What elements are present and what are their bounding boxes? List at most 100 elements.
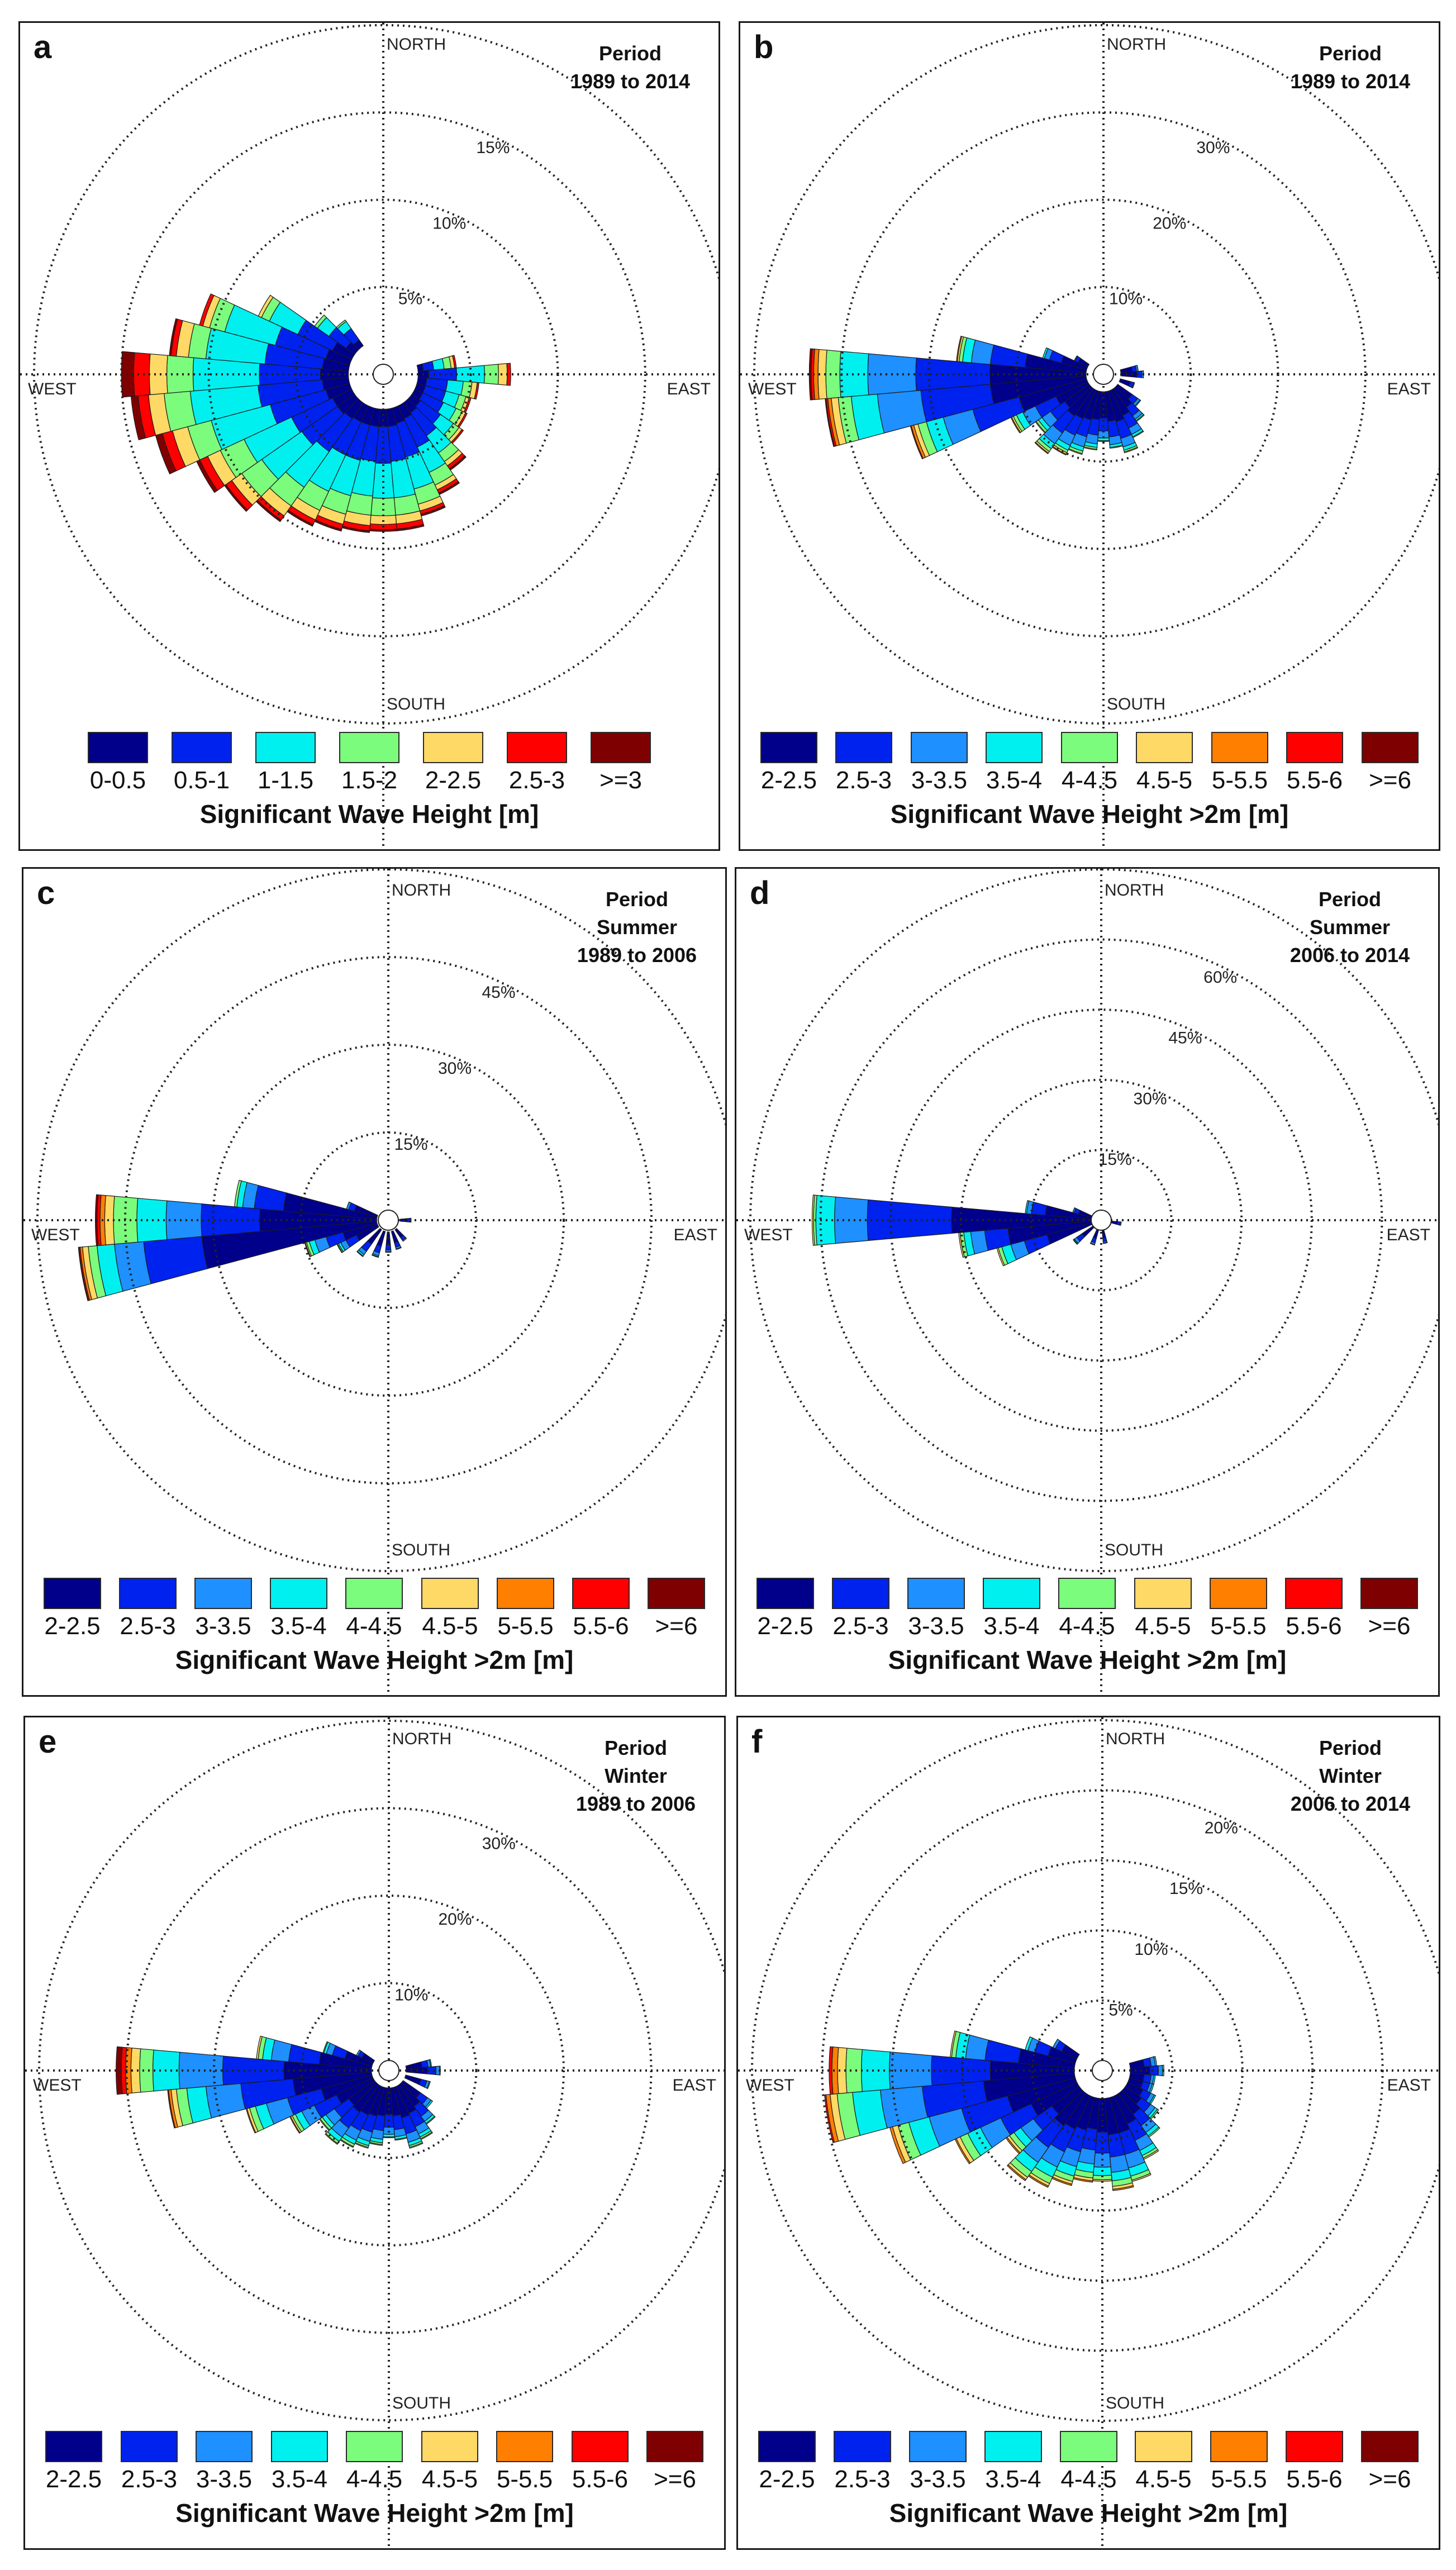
direction-label-north: NORTH	[392, 1730, 451, 1748]
ring-label: 5%	[398, 290, 422, 308]
panel-letter: f	[751, 1724, 763, 1760]
panel-letter: c	[37, 875, 55, 911]
ring-label: 30%	[438, 1059, 472, 1078]
sector-segment	[506, 363, 511, 386]
legend: 2-2.5 2.5-3 3-3.5 3.5-4 4-4.5 4.5-5 5-5.5 5.5-6…	[23, 1578, 725, 1689]
sector-segment	[165, 1200, 202, 1240]
sector-segment	[256, 2035, 263, 2060]
legend-label: 2-2.5	[45, 2466, 102, 2493]
period-line: Summer	[1309, 916, 1391, 939]
windrose-plot: 15% 30% 45% NORTH SOUTH EAST WEST	[23, 869, 725, 1695]
legend: 2-2.5 2.5-3 3-3.5 3.5-4 4-4.5 4.5-5 5-5.5 5.5-6…	[740, 732, 1439, 844]
sector-segment	[1042, 347, 1049, 359]
legend-label: 4.5-5	[421, 2466, 478, 2493]
sector-segment	[288, 2044, 322, 2065]
center-hole	[1091, 1210, 1112, 1231]
legend-label: 2.5-3	[120, 1612, 176, 1640]
direction-label-west: WEST	[746, 2076, 794, 2095]
legend-swatch	[760, 732, 817, 763]
legend-swatch	[172, 732, 232, 763]
sector-segment	[1073, 355, 1078, 361]
panel-b: 10% 20% 30% NORTH SOUTH EAST WEST b Period 1989 t…	[739, 21, 1440, 851]
period-label: Period 1989 to 2014	[552, 40, 708, 96]
sector-segment	[1097, 440, 1110, 442]
legend-swatch	[907, 1578, 965, 1609]
direction-label-north: NORTH	[1107, 35, 1166, 54]
ring-label: 15%	[1169, 1879, 1203, 1898]
legend-swatch	[911, 732, 968, 763]
windrose-plot: 10% 20% 30% NORTH SOUTH EAST WEST	[25, 1717, 724, 2548]
sector-segment	[166, 355, 194, 394]
sector-segment	[956, 335, 963, 362]
windrose-sectors	[116, 2035, 441, 2149]
sector-segment	[254, 1184, 287, 1212]
sector-segment	[383, 2126, 395, 2135]
direction-label-north: NORTH	[1106, 1730, 1165, 1748]
ring-line	[294, 285, 472, 463]
ring-line	[821, 1789, 1384, 2352]
legend-label: 2.5-3	[834, 2466, 891, 2493]
center-hole	[373, 364, 394, 385]
direction-label-south: SOUTH	[1106, 2394, 1164, 2412]
ring-label: 15%	[394, 1135, 427, 1154]
legend-label: 3-3.5	[911, 767, 968, 794]
ring-label: 10%	[1109, 290, 1143, 308]
sector-segment	[199, 293, 215, 327]
period-line: Period	[1319, 42, 1382, 65]
legend: 2-2.5 2.5-3 3-3.5 3.5-4 4-4.5 4.5-5 5-5.5 5.5-6…	[25, 2431, 724, 2543]
legend-label: >=6	[654, 2466, 696, 2493]
legend-swatch	[834, 2431, 891, 2462]
ring-line	[1015, 285, 1192, 463]
period-line: 1989 to 2014	[570, 70, 691, 93]
panel-e: 10% 20% 30% NORTH SOUTH EAST WEST e Period Winter…	[23, 1716, 726, 2550]
center-hole	[1093, 364, 1114, 385]
legend-label: 4-4.5	[1060, 2466, 1117, 2493]
ring-label: 60%	[1203, 968, 1237, 987]
legend-title: Significant Wave Height >2m [m]	[888, 1645, 1287, 1674]
direction-label-south: SOUTH	[1105, 1541, 1163, 1559]
ring-line	[124, 956, 653, 1484]
sector-segment	[394, 2136, 408, 2141]
ring-label: 20%	[1153, 214, 1186, 232]
direction-label-west: WEST	[744, 1226, 793, 1244]
legend-swatch	[758, 2431, 816, 2462]
legend-swatch	[346, 2431, 403, 2462]
period-label: Period Summer 1989 to 2006	[559, 886, 715, 969]
legend-label: >=6	[1368, 2466, 1411, 2493]
legend-title: Significant Wave Height >2m [m]	[889, 2498, 1288, 2528]
period-line: Summer	[596, 916, 678, 939]
legend-swatch	[835, 732, 892, 763]
direction-label-east: EAST	[1387, 1226, 1430, 1244]
direction-label-north: NORTH	[392, 881, 451, 900]
panel-d: 15% 30% 45% 60% NORTH SOUTH EAST WEST d Period Sum…	[735, 867, 1440, 1697]
legend-swatch	[1285, 1578, 1343, 1609]
sector-segment	[831, 2047, 839, 2095]
sector-segment	[950, 2030, 957, 2058]
legend-label: 4-4.5	[346, 2466, 403, 2493]
legend-swatch	[507, 732, 567, 763]
direction-label-west: WEST	[33, 2076, 82, 2095]
sector-segment	[78, 1246, 89, 1301]
ring-label: 20%	[1205, 1819, 1238, 1838]
legend-swatch	[983, 1578, 1040, 1609]
sector-segment	[989, 344, 1028, 368]
legend-label: 5.5-6	[1286, 767, 1343, 794]
center-hole	[1092, 2060, 1113, 2081]
direction-label-east: EAST	[667, 380, 711, 398]
legend-swatch	[45, 2431, 102, 2462]
legend-swatch	[339, 732, 399, 763]
legend-label: 5.5-6	[572, 2466, 629, 2493]
sector-segment	[346, 1201, 352, 1210]
ring-label: 30%	[1134, 1090, 1167, 1108]
legend-label: 2-2.5	[759, 2466, 815, 2493]
legend-swatch	[1361, 2431, 1419, 2462]
legend-swatch	[497, 1578, 554, 1609]
legend-swatch	[1135, 2431, 1192, 2462]
sector-segment	[1131, 382, 1135, 389]
sector-segment	[258, 294, 274, 318]
legend: 0-0.5 0.5-1 1-1.5 1.5-2 2-2.5 2.5-3 >=3 Signifi…	[20, 732, 719, 844]
ring-label: 30%	[482, 1834, 516, 1853]
legend-label: 3.5-4	[271, 2466, 328, 2493]
legend-label: 1-1.5	[257, 767, 314, 794]
legend-label: 5.5-6	[1286, 1612, 1342, 1640]
